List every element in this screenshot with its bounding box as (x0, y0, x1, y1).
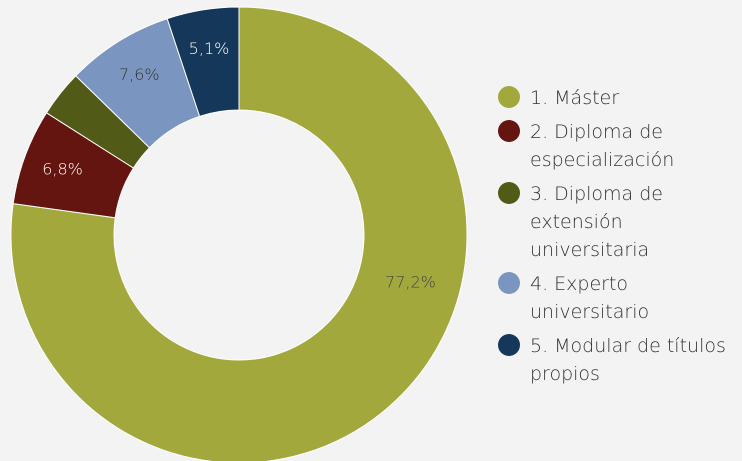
legend-swatch-3 (498, 182, 520, 204)
legend-item-3: 3. Diploma de extensión universitaria (498, 180, 738, 264)
legend-item-4: 4. Experto universitario (498, 270, 738, 326)
legend-label-3: 3. Diploma de extensión universitaria (530, 183, 663, 261)
data-label-5: 5,1% (189, 39, 230, 58)
legend-swatch-5 (498, 334, 520, 356)
legend-label-2: 2. Diploma de especialización (530, 121, 675, 171)
legend-label-4: 4. Experto universitario (530, 273, 650, 323)
legend-label-1: 1. Máster (530, 87, 620, 109)
data-label-4: 7,6% (119, 65, 160, 84)
legend-label-5: 5. Modular de títulos propios (530, 335, 726, 385)
legend-swatch-4 (498, 272, 520, 294)
donut-slice-5 (166, 6, 240, 117)
legend-swatch-2 (498, 120, 520, 142)
legend-item-5: 5. Modular de títulos propios (498, 332, 738, 388)
data-label-1: 77,2% (385, 272, 436, 291)
data-label-2: 6,8% (42, 160, 83, 179)
legend-swatch-1 (498, 86, 520, 108)
donut-slice-1 (10, 6, 468, 461)
legend-item-1: 1. Máster (498, 84, 738, 112)
legend-item-2: 2. Diploma de especialización (498, 118, 738, 174)
chart-legend: 1. Máster 2. Diploma de especialización 3.… (498, 84, 738, 394)
